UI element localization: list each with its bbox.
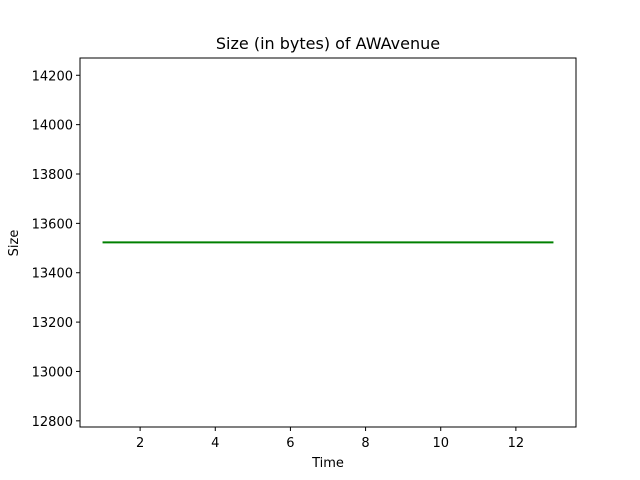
x-tick-label: 8 bbox=[361, 436, 369, 451]
x-tick-label: 10 bbox=[432, 436, 449, 451]
y-axis-ticks: 12800 13000 13200 13400 13600 13800 14000 14200 bbox=[32, 69, 80, 430]
x-tick-label: 12 bbox=[508, 436, 525, 451]
y-tick-label: 13600 bbox=[32, 217, 73, 232]
x-tick-label: 2 bbox=[136, 436, 144, 451]
x-axis-ticks: 2 4 6 8 10 12 bbox=[136, 427, 524, 451]
y-tick-label: 12800 bbox=[32, 415, 73, 430]
y-tick-label: 14200 bbox=[32, 69, 73, 84]
x-tick-label: 6 bbox=[286, 436, 294, 451]
y-tick-label: 14000 bbox=[32, 119, 73, 134]
plot-frame bbox=[79, 57, 577, 428]
y-tick-label: 13800 bbox=[32, 168, 73, 183]
x-axis-title: Time bbox=[311, 456, 344, 471]
y-tick-label: 13000 bbox=[32, 365, 73, 380]
x-tick-label: 4 bbox=[211, 436, 219, 451]
y-axis-title: Size bbox=[7, 230, 22, 257]
chart-title: Size (in bytes) of AWAvenue bbox=[216, 34, 440, 53]
y-tick-label: 13400 bbox=[32, 267, 73, 282]
y-tick-label: 13200 bbox=[32, 316, 73, 331]
